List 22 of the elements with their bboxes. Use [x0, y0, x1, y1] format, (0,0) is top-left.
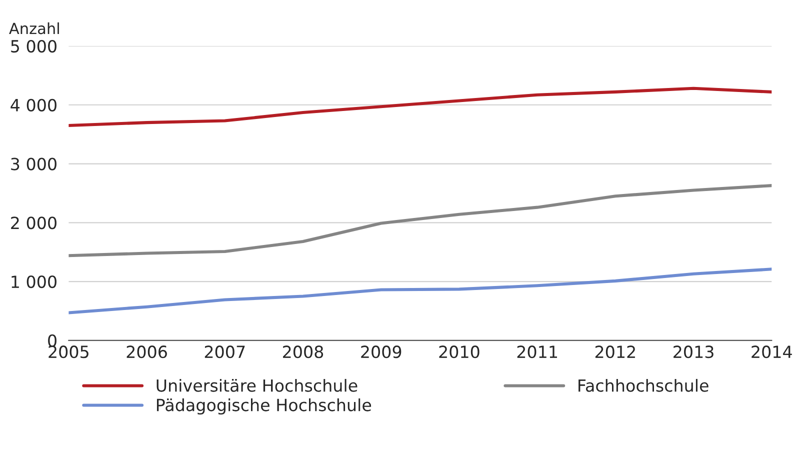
x-tick-label: 2006	[126, 346, 167, 358]
x-tick-label: 2014	[752, 346, 792, 358]
y-tick-label: 1 000	[12, 275, 56, 288]
line-series	[68, 184, 772, 258]
line-series	[68, 268, 772, 314]
y-tick-label: 2 000	[11, 216, 56, 230]
x-tick-label: 2012	[595, 346, 635, 358]
x-tick-label: 2011	[517, 346, 557, 358]
x-tick-label: 2010	[439, 346, 480, 358]
x-tick-label: 2013	[674, 346, 714, 358]
y-tick-label: 4 000	[10, 98, 56, 112]
x-tick-label: 2007	[204, 346, 245, 358]
legend-label: Universitäre Hochschule	[156, 378, 358, 392]
legend-label: Fachhochschule	[578, 378, 708, 392]
y-axis-title: Anzahl	[9, 22, 59, 34]
x-tick-label: 2009	[361, 346, 402, 358]
y-tick-label: 3 000	[11, 158, 56, 170]
line-series	[68, 86, 772, 128]
x-tick-label: 2008	[283, 346, 324, 358]
legend-label: Pädagogische Hochschule	[156, 398, 372, 415]
x-tick-label: 2005	[48, 346, 88, 358]
y-tick-label: 5 000	[11, 40, 56, 53]
